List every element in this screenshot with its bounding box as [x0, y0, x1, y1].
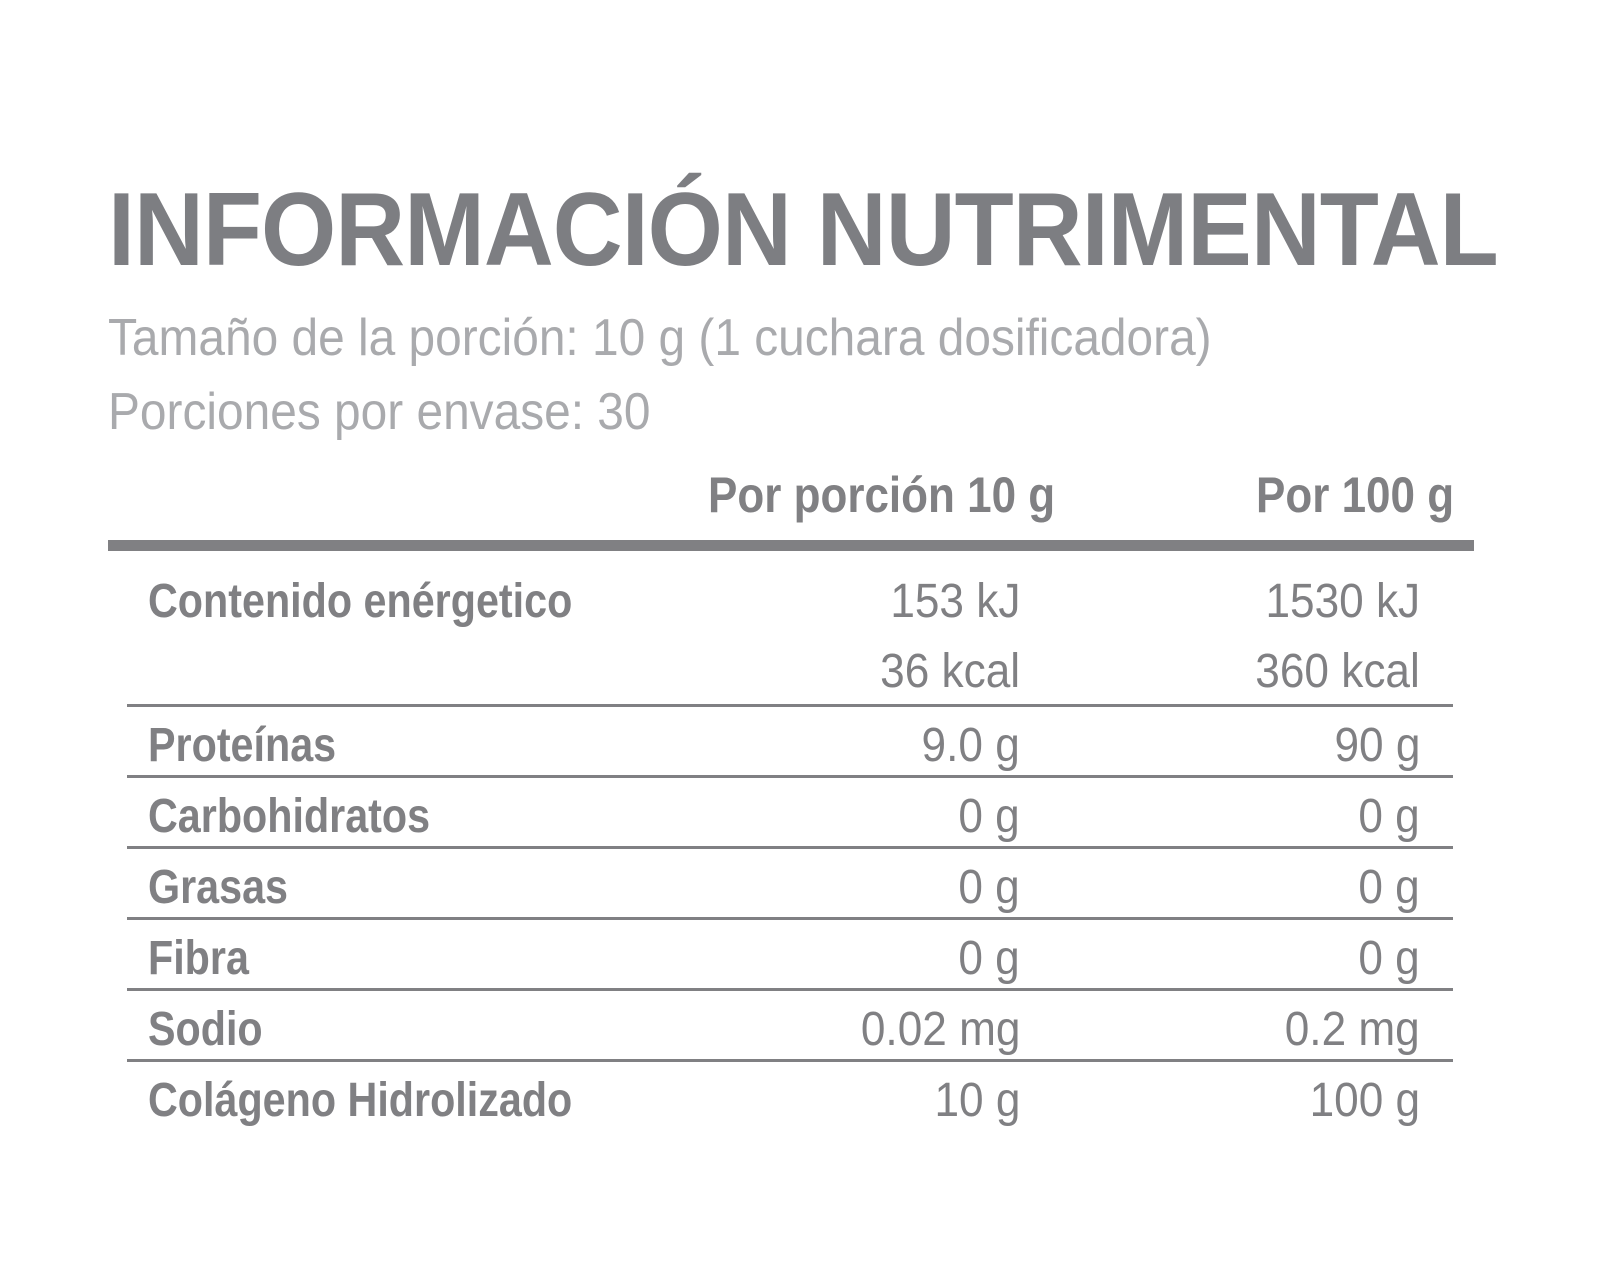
row-value-carbohydrates-portion: 0 g [958, 790, 1020, 843]
row-divider [127, 1059, 1453, 1062]
row-divider [127, 846, 1453, 849]
row-name-proteins: Proteínas [148, 719, 337, 772]
row-value-collagen-100g: 100 g [1309, 1074, 1420, 1127]
column-header-per-portion: Por porción 10 g [708, 467, 1056, 523]
row-value-proteins-portion: 9.0 g [921, 719, 1020, 772]
row-value-fiber-portion: 0 g [958, 932, 1020, 985]
row-name-carbohydrates: Carbohidratos [148, 790, 431, 843]
row-value-fiber-100g: 0 g [1358, 932, 1420, 985]
row-name-fiber: Fibra [148, 932, 249, 985]
label-title: INFORMACIÓN NUTRIMENTAL [108, 172, 1499, 288]
row-divider [127, 917, 1453, 920]
row-value-collagen-portion: 10 g [934, 1074, 1020, 1127]
row-name-fats: Grasas [148, 861, 289, 914]
row-divider [127, 704, 1453, 707]
row-value-fats-100g: 0 g [1358, 861, 1420, 914]
servings-per-container: Porciones por envase: 30 [108, 383, 651, 441]
row-value-proteins-100g: 90 g [1334, 719, 1420, 772]
row-value-energy-kj-100g: 1530 kJ [1265, 575, 1420, 628]
row-name-sodium: Sodio [148, 1003, 263, 1056]
row-divider [127, 988, 1453, 991]
row-value-energy-kcal-portion: 36 kcal [880, 645, 1020, 698]
row-value-carbohydrates-100g: 0 g [1358, 790, 1420, 843]
row-value-energy-kj-portion: 153 kJ [889, 575, 1020, 628]
row-value-sodium-100g: 0.2 mg [1284, 1003, 1420, 1056]
row-value-sodium-portion: 0.02 mg [860, 1003, 1020, 1056]
serving-size: Tamaño de la porción: 10 g (1 cuchara do… [108, 309, 1212, 367]
header-divider [108, 540, 1474, 551]
column-header-per-100g: Por 100 g [1255, 467, 1454, 523]
row-name-energy: Contenido enérgetico [148, 575, 573, 628]
row-value-energy-kcal-100g: 360 kcal [1255, 645, 1420, 698]
row-name-hydrolyzed-collagen: Colágeno Hidrolizado [148, 1074, 573, 1127]
row-divider [127, 775, 1453, 778]
row-value-fats-portion: 0 g [958, 861, 1020, 914]
